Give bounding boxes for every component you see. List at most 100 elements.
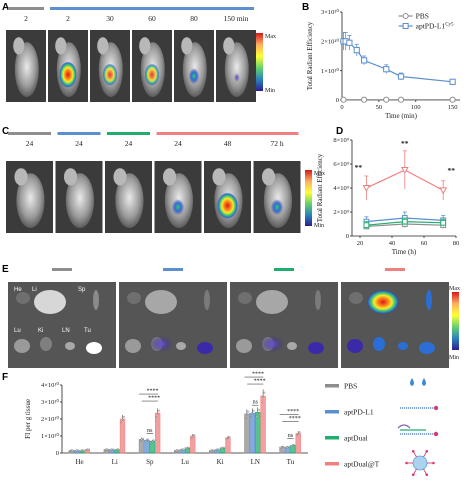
organ-liver-1 <box>145 290 177 314</box>
organ-lung-2 <box>236 339 252 353</box>
fluorescence-signal-5 <box>234 73 240 82</box>
data-dot <box>156 412 159 415</box>
data-dot <box>227 437 229 439</box>
data-dot <box>177 449 179 452</box>
sig-label: ns <box>147 428 153 434</box>
data-dot <box>287 445 290 448</box>
y-axis-label: Total Radiant Efficiency <box>306 21 314 90</box>
data-dot <box>112 448 114 451</box>
organ-label-bottom: Ki <box>38 328 43 334</box>
organ-liver-3 <box>367 290 399 314</box>
organ-kidney-0 <box>40 337 52 351</box>
fluorophore-icon <box>433 405 439 411</box>
sig-label: **** <box>252 372 264 378</box>
data-dot <box>186 447 189 449</box>
fluorescence-signal-4 <box>188 68 200 84</box>
data-dot <box>121 418 124 421</box>
data-dot <box>179 449 182 451</box>
data-dot <box>105 448 108 451</box>
colorbar-a-max: Max <box>265 34 276 40</box>
time-label: 24 <box>125 139 133 148</box>
y-tick-label: 3×10¹⁰ <box>321 8 339 16</box>
surface-aptamer-icon <box>413 468 417 475</box>
data-dot <box>252 409 255 412</box>
y-tick-label: 2×10⁹ <box>333 209 349 216</box>
panel-e-organ-images: He Li Sp Lu Ki LN Tu <box>8 268 449 368</box>
mouse-head-4 <box>181 37 193 55</box>
legend-label-1: aptPD-L1Cy5 <box>416 22 454 31</box>
legend-f-label-1: aptPD-L1 <box>344 408 374 417</box>
colorbar-c <box>305 170 312 226</box>
time-label: 60 <box>148 14 156 23</box>
x-tick-label: 40 <box>389 240 396 247</box>
surface-aptamer-icon <box>413 451 417 458</box>
data-dot <box>191 435 194 438</box>
data-dot <box>139 439 141 442</box>
organ-lung-0 <box>14 339 30 353</box>
y-tick-label: 2×10¹⁰ <box>321 38 339 46</box>
time-label: 150 min <box>224 14 249 23</box>
group-bar-2 <box>107 132 150 135</box>
data-point <box>353 47 360 54</box>
data-dot <box>79 449 82 452</box>
chart-d: 0 2×10⁹ 4×10⁹ 6×10⁹ 8×10⁹ 20 40 60 80 Time (h) Tot… <box>316 137 459 256</box>
droplet-icon <box>410 378 414 386</box>
data-dot <box>150 441 152 444</box>
sig-label: **** <box>254 379 266 385</box>
mouse-body-0 <box>16 173 45 228</box>
time-label: 24 <box>26 139 34 148</box>
mouse-head-3 <box>139 37 151 55</box>
bar <box>119 418 126 454</box>
x-tick-label: 0 <box>340 104 343 111</box>
colorbar-e-max: Max <box>449 286 460 292</box>
colorbar-c-max: Max <box>314 171 325 177</box>
sig-label: **** <box>289 416 301 422</box>
data-dot <box>187 446 190 449</box>
organ-spleen-1 <box>204 290 210 310</box>
sig-label: ns <box>288 433 294 439</box>
y-tick-label: 1×10¹⁰ <box>41 432 59 440</box>
mouse-head-1 <box>63 168 78 186</box>
mouse-head-1 <box>55 37 67 55</box>
organ-lymph-node-3 <box>398 342 408 350</box>
organ-tumor-0 <box>86 342 102 354</box>
data-dot <box>174 449 177 452</box>
data-dot <box>244 416 247 419</box>
data-dot <box>281 446 283 449</box>
y-tick-label: 4×10¹⁰ <box>41 381 59 389</box>
panel-label-e: E <box>2 264 9 275</box>
data-point <box>363 222 370 229</box>
bar <box>260 395 266 454</box>
organ-heart-0 <box>16 292 30 304</box>
data-dot <box>228 435 231 438</box>
y-tick-label: 3×10¹⁰ <box>41 398 59 406</box>
data-point <box>401 218 408 225</box>
data-dot <box>295 434 298 437</box>
panel-a-time-labels: 2 2 30 60 80 150 min <box>24 14 249 23</box>
x-tick-label: 60 <box>421 240 428 247</box>
legend-label-0: PBS <box>416 12 429 21</box>
organ-lung-3 <box>347 339 363 353</box>
group-bar-1 <box>57 132 101 135</box>
organ-lymph-node-0 <box>65 342 75 350</box>
panel-label-d: D <box>336 126 343 137</box>
data-dot <box>220 447 222 450</box>
bar <box>244 413 250 454</box>
data-dot <box>117 448 120 451</box>
organ-heart-3 <box>349 292 363 304</box>
data-point <box>449 78 456 85</box>
data-dot <box>77 449 79 452</box>
data-dot <box>71 449 74 452</box>
time-label: 72 h <box>270 139 283 148</box>
fluorophore-icon <box>425 473 429 476</box>
fluorescence-signal-1 <box>59 61 77 88</box>
panel-label-a: A <box>2 2 9 13</box>
data-dot <box>193 434 196 436</box>
data-dot <box>298 431 301 434</box>
data-dot <box>123 416 125 418</box>
data-dot <box>144 440 147 443</box>
bar <box>295 433 301 454</box>
significance-label: ** <box>355 163 363 172</box>
legend-f-label-2: aptDual <box>344 434 368 443</box>
bar <box>255 411 261 454</box>
